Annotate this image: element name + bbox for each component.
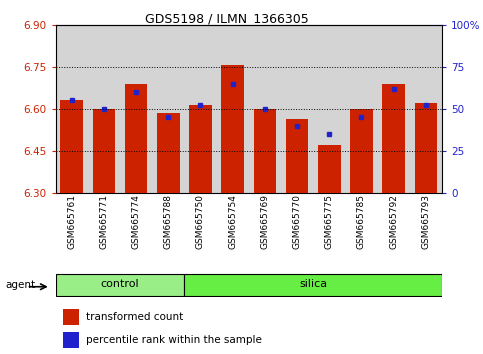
Bar <box>152 25 185 193</box>
Text: GSM665774: GSM665774 <box>131 194 141 249</box>
Text: GSM665771: GSM665771 <box>99 194 108 250</box>
Bar <box>63 332 79 348</box>
Bar <box>93 109 115 193</box>
Bar <box>63 309 79 325</box>
Bar <box>286 119 308 193</box>
Text: agent: agent <box>6 280 36 290</box>
Bar <box>120 25 152 193</box>
Bar <box>88 25 120 193</box>
Text: GDS5198 / ILMN_1366305: GDS5198 / ILMN_1366305 <box>145 12 309 25</box>
Bar <box>157 113 180 193</box>
Text: GSM665793: GSM665793 <box>421 194 430 250</box>
Bar <box>410 25 442 193</box>
Bar <box>56 25 88 193</box>
Text: GSM665761: GSM665761 <box>67 194 76 250</box>
Text: GSM665750: GSM665750 <box>196 194 205 250</box>
Bar <box>254 109 276 193</box>
Bar <box>383 84 405 193</box>
Bar <box>281 25 313 193</box>
Bar <box>350 109 373 193</box>
Bar <box>249 25 281 193</box>
Text: GSM665775: GSM665775 <box>325 194 334 250</box>
Text: GSM665754: GSM665754 <box>228 194 237 249</box>
Text: GSM665788: GSM665788 <box>164 194 173 250</box>
Bar <box>318 145 341 193</box>
Bar <box>189 105 212 193</box>
Bar <box>345 25 378 193</box>
Bar <box>216 25 249 193</box>
Text: GSM665785: GSM665785 <box>357 194 366 250</box>
Bar <box>185 25 216 193</box>
Text: GSM665792: GSM665792 <box>389 194 398 249</box>
Bar <box>56 274 185 296</box>
Bar <box>378 25 410 193</box>
Bar <box>60 101 83 193</box>
Text: GSM665769: GSM665769 <box>260 194 270 250</box>
Text: silica: silica <box>299 279 327 290</box>
Text: GSM665770: GSM665770 <box>293 194 301 250</box>
Bar <box>185 274 442 296</box>
Bar <box>221 65 244 193</box>
Text: transformed count: transformed count <box>86 312 184 322</box>
Bar <box>414 103 437 193</box>
Text: percentile rank within the sample: percentile rank within the sample <box>86 335 262 346</box>
Bar <box>313 25 345 193</box>
Bar <box>125 84 147 193</box>
Text: control: control <box>100 279 139 290</box>
